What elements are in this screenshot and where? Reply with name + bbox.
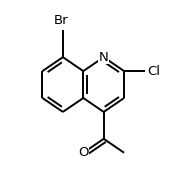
Text: Br: Br (54, 14, 68, 26)
Text: O: O (78, 146, 88, 159)
Text: N: N (99, 51, 109, 64)
Text: Cl: Cl (147, 65, 160, 78)
